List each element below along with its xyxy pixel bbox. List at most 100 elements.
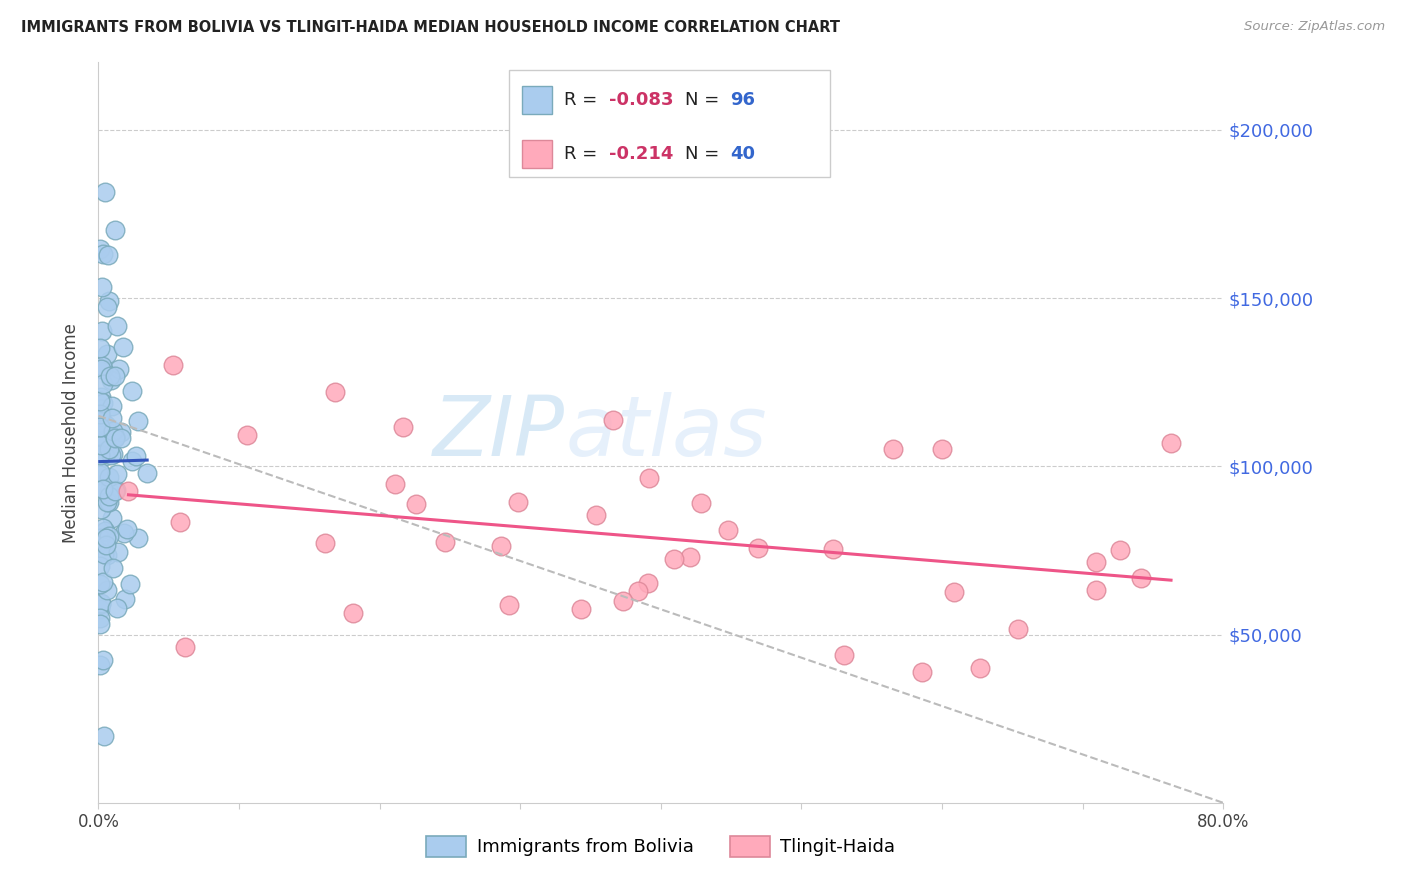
Point [104, 223, 127, 237]
Point [662, 552, 685, 566]
FancyBboxPatch shape [509, 70, 830, 178]
Point [433, 535, 456, 549]
Point [100, 448, 122, 462]
Point [105, 467, 128, 482]
Point [96, 582, 118, 597]
Point [943, 585, 966, 599]
Point [115, 522, 138, 536]
Text: 96: 96 [730, 91, 755, 109]
Point [101, 399, 124, 413]
Point [969, 661, 991, 675]
Text: R =: R = [564, 91, 603, 109]
Point [602, 413, 624, 427]
Point [112, 526, 135, 541]
Point [98, 494, 121, 508]
Point [1084, 555, 1107, 569]
Point [121, 453, 143, 467]
Point [127, 414, 149, 428]
Point [911, 665, 934, 680]
Point [94, 538, 117, 552]
Point [110, 431, 132, 445]
Point [89, 468, 111, 483]
Point [89, 602, 111, 616]
Point [569, 602, 592, 616]
Point [236, 428, 259, 442]
Point [89, 393, 111, 408]
Point [314, 536, 336, 550]
Point [98, 529, 121, 543]
Point [638, 471, 661, 485]
Point [107, 362, 129, 376]
Point [89, 447, 111, 461]
Point [91, 359, 114, 374]
Point [93, 729, 115, 743]
Point [405, 497, 427, 511]
Point [94, 449, 117, 463]
Point [91, 482, 114, 496]
Point [136, 466, 159, 480]
Point [97, 484, 120, 499]
Point [107, 601, 129, 615]
Point [90, 502, 112, 516]
Point [90, 390, 112, 404]
Text: -0.083: -0.083 [609, 91, 673, 109]
Point [111, 340, 134, 354]
Point [101, 411, 124, 425]
Point [97, 489, 120, 503]
Point [90, 598, 112, 612]
Point [97, 442, 120, 456]
Point [118, 577, 141, 591]
Point [832, 648, 855, 663]
Point [97, 248, 120, 262]
Point [89, 419, 111, 434]
Point [89, 420, 111, 434]
Point [498, 598, 520, 612]
Point [821, 542, 844, 557]
Point [384, 476, 406, 491]
Point [89, 401, 111, 416]
Point [89, 577, 111, 591]
Point [93, 547, 115, 561]
Point [114, 592, 136, 607]
Point [392, 420, 415, 434]
Point [506, 495, 529, 509]
Point [101, 511, 124, 525]
Text: R =: R = [564, 145, 603, 162]
Point [91, 280, 114, 294]
Point [491, 539, 513, 553]
Point [104, 483, 127, 498]
Point [94, 531, 117, 545]
Point [104, 430, 127, 444]
Point [89, 341, 111, 355]
Point [94, 524, 117, 538]
Point [91, 415, 114, 429]
Point [105, 318, 128, 333]
Point [101, 560, 124, 574]
FancyBboxPatch shape [523, 139, 553, 168]
Point [1007, 622, 1029, 636]
Point [89, 558, 111, 573]
Point [90, 361, 112, 376]
Point [747, 541, 769, 555]
Text: -0.214: -0.214 [609, 145, 673, 162]
Point [96, 346, 118, 360]
Point [100, 373, 122, 387]
Point [96, 495, 118, 509]
Point [169, 516, 191, 530]
Point [97, 469, 120, 483]
Point [127, 531, 149, 545]
Point [93, 521, 115, 535]
Point [89, 242, 111, 256]
Point [1160, 436, 1182, 450]
Point [117, 484, 139, 499]
Point [110, 425, 132, 439]
Point [104, 483, 127, 498]
Point [104, 431, 127, 445]
Legend: Immigrants from Bolivia, Tlingit-Haida: Immigrants from Bolivia, Tlingit-Haida [419, 829, 903, 864]
Point [679, 550, 702, 565]
Point [1085, 582, 1108, 597]
Point [89, 448, 111, 462]
Point [94, 185, 117, 199]
Point [342, 607, 364, 621]
Point [89, 435, 111, 450]
